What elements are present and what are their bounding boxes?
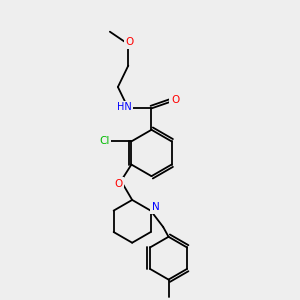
Text: N: N (152, 202, 159, 212)
Text: HN: HN (117, 102, 132, 112)
Text: O: O (115, 179, 123, 189)
Text: O: O (171, 95, 179, 105)
Text: O: O (125, 38, 134, 47)
Text: Cl: Cl (99, 136, 109, 146)
